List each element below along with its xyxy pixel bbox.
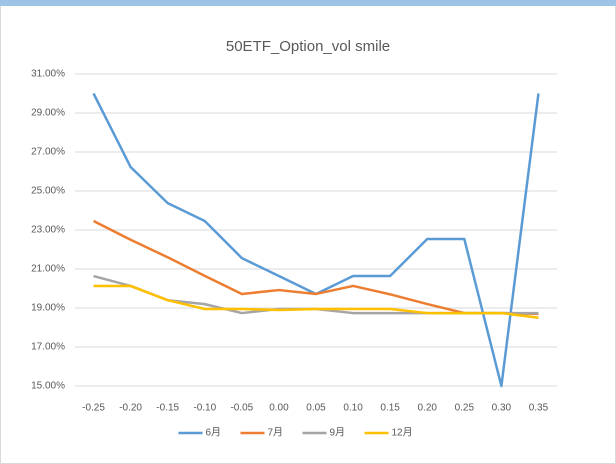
x-tick-label: 0.00: [269, 403, 289, 414]
x-tick-label: -0.25: [82, 403, 105, 414]
x-tick-label: 0.10: [343, 403, 363, 414]
x-tick-label: -0.05: [230, 403, 253, 414]
series-line: [93, 284, 539, 319]
y-tick-label: 17.00%: [31, 342, 65, 353]
y-tick-label: 15.00%: [31, 381, 65, 392]
x-tick-label: 0.25: [455, 403, 475, 414]
legend-label: 12月: [392, 427, 413, 439]
x-tick-label: 0.05: [306, 403, 326, 414]
y-tick-label: 21.00%: [31, 264, 65, 275]
legend-label: 9月: [330, 427, 346, 439]
chart-title: 50ETF_Option_vol smile: [226, 38, 390, 55]
y-tick-label: 27.00%: [31, 147, 65, 158]
y-tick-label: 29.00%: [31, 108, 65, 119]
x-tick-label: 0.30: [492, 403, 512, 414]
x-tick-label: -0.10: [193, 403, 216, 414]
legend-label: 7月: [268, 427, 284, 439]
x-tick-label: -0.15: [156, 403, 179, 414]
x-tick-label: 0.15: [380, 403, 400, 414]
x-tick-label: 0.20: [417, 403, 437, 414]
y-tick-label: 19.00%: [31, 303, 65, 314]
legend-label: 6月: [206, 427, 222, 439]
y-tick-label: 31.00%: [31, 69, 65, 80]
y-tick-label: 25.00%: [31, 186, 65, 197]
x-tick-label: -0.20: [119, 403, 142, 414]
x-tick-label: 0.35: [529, 403, 549, 414]
top-strip: [0, 0, 616, 6]
y-tick-label: 23.00%: [31, 225, 65, 236]
